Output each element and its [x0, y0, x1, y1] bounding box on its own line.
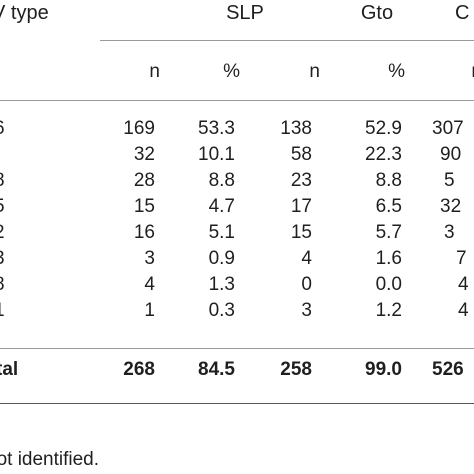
gto-n-cell: 15	[290, 222, 312, 243]
gto-n-cell: 0	[301, 274, 312, 295]
row-type-cell: 2	[0, 222, 5, 244]
slp-n-cell: 15	[133, 196, 155, 217]
row-type-cell: 8	[0, 170, 5, 192]
col-header-slp: SLP	[226, 2, 264, 24]
row-type-cell: 3	[0, 248, 5, 270]
slp-n-cell: 28	[133, 170, 155, 191]
gto-n-cell: 4	[301, 248, 312, 269]
row-type-cell: 8	[0, 274, 5, 296]
gto-n-cell: 17	[290, 196, 312, 217]
col-header-gto: Gto	[360, 2, 394, 24]
slp-pct-cell: 4.7	[208, 196, 235, 217]
table-bottom-rule	[0, 403, 474, 404]
c-n-cell: 3	[444, 222, 455, 243]
slp-pct-cell: 8.8	[208, 170, 235, 191]
c-n-cell: 32	[440, 196, 462, 217]
gto-pct-cell: 8.8	[375, 170, 402, 191]
total-gto-n: 258	[280, 359, 312, 380]
gto-n-cell: 3	[301, 300, 312, 321]
gto-n-cell: 138	[280, 118, 312, 139]
gto-pct-cell: 1.6	[375, 248, 402, 269]
total-slp-pct: 84.5	[198, 359, 235, 380]
gto-pct-cell: 52.9	[365, 118, 402, 139]
slp-n-cell: 3	[144, 248, 155, 269]
gto-pct-cell: 0.0	[375, 274, 402, 295]
subhead-c-n: n	[432, 61, 474, 83]
c-n-cell: 7	[456, 248, 467, 269]
row-type-cell: 6	[0, 118, 5, 140]
row-type-cell: 1	[0, 300, 5, 322]
slp-pct-cell: 10.1	[198, 144, 235, 165]
gto-pct-cell: 6.5	[375, 196, 402, 217]
gto-pct-cell: 1.2	[375, 300, 402, 321]
slp-n-cell: 16	[133, 222, 155, 243]
subhead-gto-n: n	[309, 61, 320, 82]
total-top-rule	[0, 348, 474, 349]
gto-pct-cell: 22.3	[365, 144, 402, 165]
total-gto-pct: 99.0	[365, 359, 402, 380]
gto-n-cell: 23	[290, 170, 312, 191]
slp-pct-cell: 53.3	[198, 118, 235, 139]
c-n-cell: 5	[444, 170, 455, 191]
c-n-cell: 4	[458, 300, 469, 321]
total-label: tal	[0, 359, 19, 380]
gto-pct-cell: 5.7	[375, 222, 402, 243]
c-n-cell: 307	[432, 118, 464, 139]
col-header-type: V type	[0, 2, 49, 24]
subhead-slp-pct: %	[223, 61, 240, 82]
footnote: not identified.	[0, 449, 100, 470]
total-slp-n: 268	[123, 359, 155, 380]
group-header-rule	[100, 40, 474, 41]
slp-n-cell: 4	[144, 274, 155, 295]
col-header-c: C	[455, 2, 470, 24]
total-c-n: 526	[432, 359, 464, 380]
slp-n-cell: 1	[144, 300, 155, 321]
subhead-slp-n: n	[149, 61, 160, 82]
subheader-rule	[0, 100, 474, 101]
slp-pct-cell: 1.3	[208, 274, 235, 295]
slp-n-cell: 32	[133, 144, 155, 165]
slp-pct-cell: 5.1	[208, 222, 235, 243]
gto-n-cell: 58	[290, 144, 312, 165]
row-type-cell: 5	[0, 196, 5, 218]
slp-n-cell: 169	[123, 118, 155, 139]
c-n-cell: 4	[458, 274, 469, 295]
c-n-cell: 90	[440, 144, 462, 165]
subhead-gto-pct: %	[388, 61, 405, 82]
slp-pct-cell: 0.3	[208, 300, 235, 321]
slp-pct-cell: 0.9	[208, 248, 235, 269]
